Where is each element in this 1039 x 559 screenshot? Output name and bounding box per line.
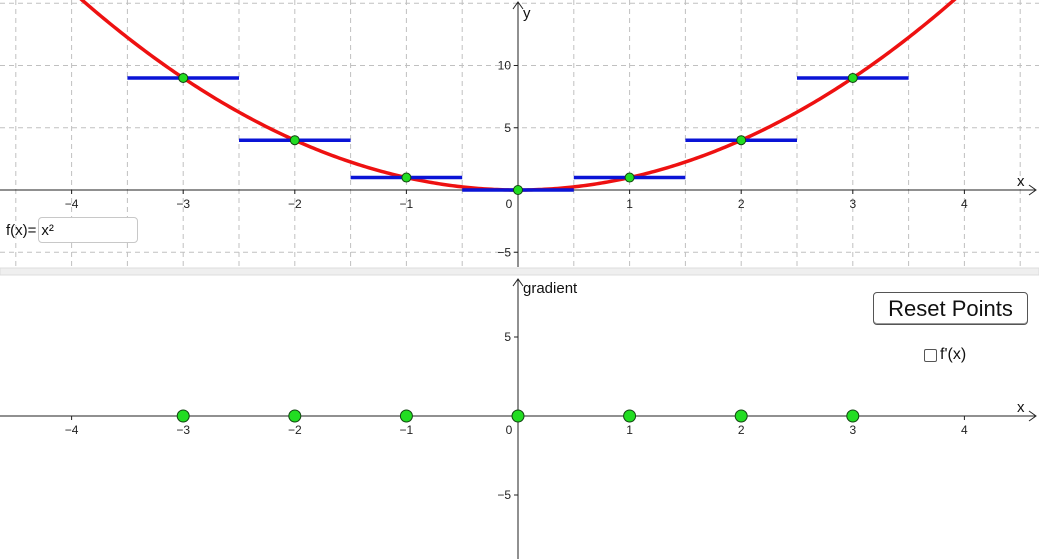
y-tick-label: 5: [504, 330, 511, 344]
reset-points-button[interactable]: Reset Points: [873, 292, 1028, 325]
x-tick-label: −3: [176, 197, 190, 211]
x-tick-label: −2: [288, 423, 302, 437]
x-tick-label: −1: [400, 423, 414, 437]
x-tick-label: −1: [400, 197, 414, 211]
curve-point: [178, 72, 189, 83]
y-tick-label: 10: [498, 59, 512, 73]
x-axis-label: x: [1017, 173, 1025, 190]
y-axis-arrow: [512, 1, 524, 10]
x-axis-arrow: [1028, 184, 1037, 196]
y-tick-label: −5: [497, 488, 511, 502]
curve-point: [401, 172, 412, 183]
x-tick-label: 2: [738, 423, 745, 437]
x-tick-label: 4: [961, 197, 968, 211]
x-tick-label: 1: [626, 197, 633, 211]
curve-point: [624, 172, 635, 183]
y-tick-label: 5: [504, 121, 511, 135]
y-axis-arrow: [512, 278, 524, 287]
x-tick-label: −3: [176, 423, 190, 437]
gradient-point: [176, 409, 190, 423]
panel-divider: [0, 267, 1039, 276]
curve-point: [289, 135, 300, 146]
function-input-label: f(x)=: [6, 221, 37, 239]
derivative-checkbox-group[interactable]: f'(x): [924, 346, 966, 364]
gradient-points: [176, 409, 860, 423]
top-curve-group: [79, 0, 957, 192]
curve-point: [513, 185, 523, 195]
y-axis-label: y: [523, 5, 531, 22]
top-points: [178, 72, 858, 195]
x-tick-label: 2: [738, 197, 745, 211]
y-axis-label: gradient: [523, 280, 578, 297]
gradient-point: [846, 409, 860, 423]
curve-point: [847, 72, 858, 83]
function-input-group: f(x)=: [6, 216, 139, 244]
x-tick-label: 4: [961, 423, 968, 437]
x-tick-label: 3: [849, 197, 856, 211]
x-tick-label: 3: [849, 423, 856, 437]
x-tick-label: −2: [288, 197, 302, 211]
x-tick-label: −4: [65, 423, 79, 437]
x-tick-label: −4: [65, 197, 79, 211]
y-tick-label: −5: [497, 245, 511, 259]
curve-point: [736, 135, 747, 146]
derivative-checkbox-label: f'(x): [940, 346, 967, 363]
top-grid: [0, 0, 1039, 267]
x-tick-label: 0: [506, 423, 513, 437]
x-tick-label: 1: [626, 423, 633, 437]
x-axis-label: x: [1017, 399, 1025, 416]
top-axes: −4 −3 −2 −1 0 1 2 3 4 −5 5 10 x y: [0, 1, 1037, 267]
gradient-point: [511, 409, 525, 423]
function-input[interactable]: [38, 217, 139, 243]
function-curve: [79, 0, 957, 192]
gradient-point: [288, 409, 302, 423]
gradient-point: [623, 409, 637, 423]
derivative-checkbox[interactable]: [924, 348, 937, 362]
x-tick-label: 0: [506, 197, 513, 211]
x-axis-arrow: [1028, 410, 1037, 422]
gradient-point: [734, 409, 748, 423]
gradient-point: [399, 409, 413, 423]
